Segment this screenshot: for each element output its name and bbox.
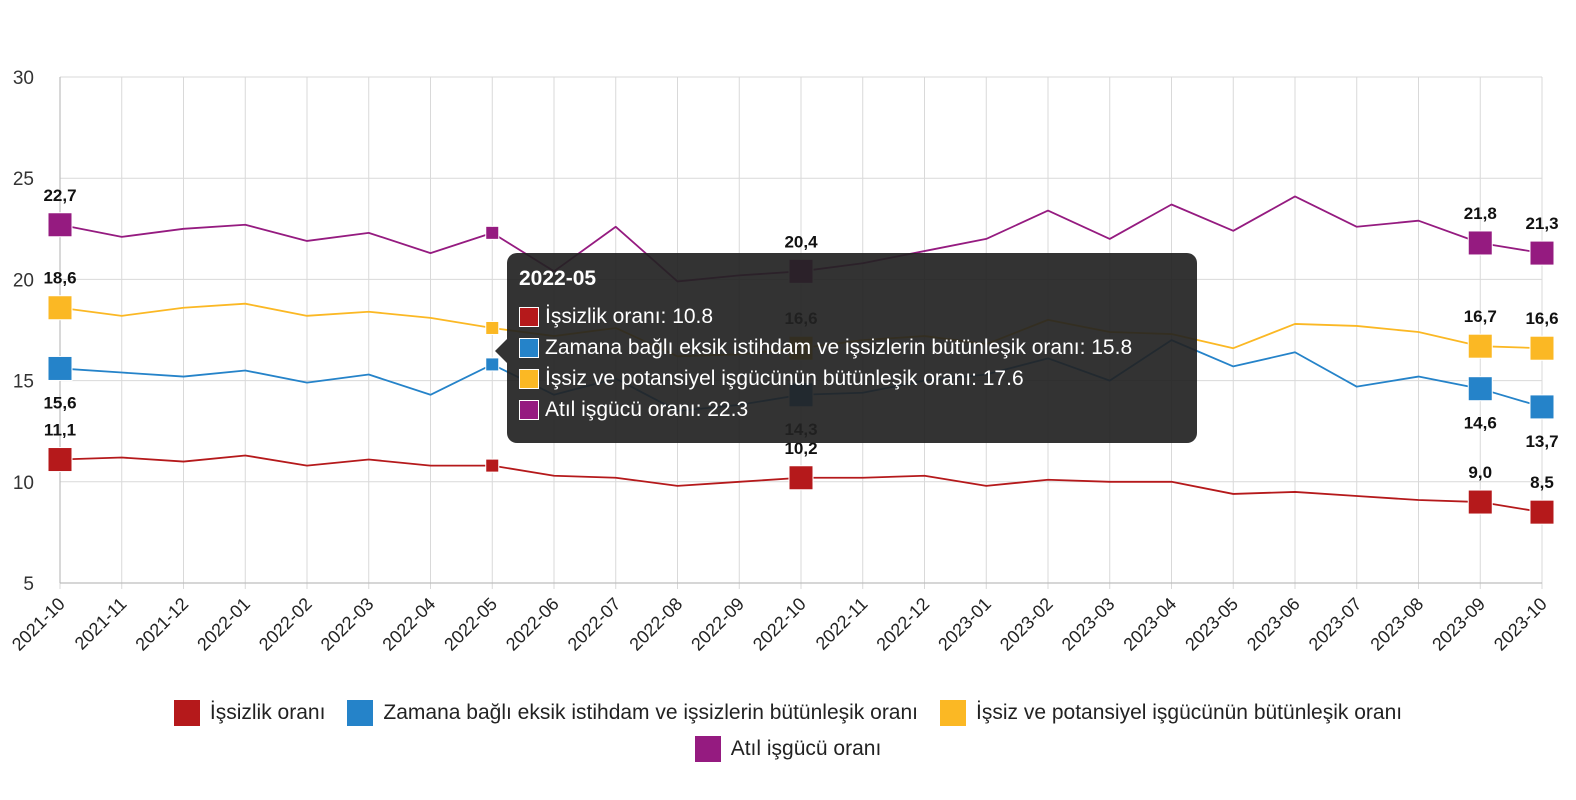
chart-legend: İşsizlik oranı Zamana bağlı eksik istihd… — [0, 700, 1576, 762]
data-point-marker — [1529, 394, 1555, 420]
tooltip-row: Atıl işgücü oranı: 22.3 — [519, 394, 1185, 425]
x-tick-label: 2023-05 — [1181, 594, 1242, 655]
legend-item-issizlik[interactable]: İşsizlik oranı — [173, 700, 326, 726]
legend-label: Zamana bağlı eksik istihdam ve işsizleri… — [383, 701, 918, 724]
x-tick-label: 2023-04 — [1119, 594, 1180, 655]
data-label: 13,7 — [1525, 432, 1558, 451]
tooltip-row: İşsiz ve potansiyel işgücünün bütünleşik… — [519, 363, 1185, 394]
legend-item-zamana-bagli[interactable]: Zamana bağlı eksik istihdam ve işsizleri… — [347, 700, 918, 726]
legend-swatch — [173, 700, 200, 726]
y-tick-label: 10 — [13, 473, 34, 494]
y-tick-label: 20 — [13, 270, 34, 291]
data-point-marker — [1467, 376, 1493, 402]
x-tick-label: 2023-02 — [996, 594, 1057, 655]
x-tick-label: 2022-08 — [625, 594, 686, 655]
y-axis-ticks: 5 10 15 20 25 30 — [13, 68, 34, 595]
tooltip-swatch — [519, 337, 539, 358]
data-point-marker — [1467, 230, 1493, 256]
x-tick-label: 2022-05 — [440, 594, 501, 655]
tooltip-swatch — [519, 399, 539, 420]
legend-label: Atıl işgücü oranı — [730, 737, 882, 760]
hover-point-marker — [485, 225, 500, 240]
data-label: 16,6 — [1525, 309, 1558, 328]
x-tick-label: 2022-10 — [749, 594, 810, 655]
data-label: 8,5 — [1530, 473, 1554, 492]
tooltip-swatch — [519, 368, 539, 389]
tooltip-row-label: İşsiz ve potansiyel işgücünün bütünleşik… — [545, 366, 1024, 390]
legend-swatch — [694, 736, 721, 762]
x-tick-label: 2021-10 — [8, 594, 69, 655]
legend-swatch — [940, 700, 966, 726]
legend-item-atil-isgucu[interactable]: Atıl işgücü oranı — [694, 736, 882, 762]
x-tick-label: 2023-09 — [1428, 594, 1489, 655]
data-label: 21,3 — [1525, 214, 1558, 233]
x-tick-label: 2023-10 — [1490, 594, 1551, 655]
data-label: 11,1 — [44, 421, 76, 440]
data-labels: 11,110,29,08,515,614,314,613,718,616,616… — [43, 186, 1558, 492]
data-point-marker — [47, 295, 73, 321]
x-tick-label: 2022-07 — [564, 594, 625, 655]
tooltip-row-label: İşsizlik oranı: 10.8 — [545, 304, 714, 328]
legend-swatch — [347, 700, 374, 726]
x-tick-label: 2023-06 — [1243, 594, 1304, 655]
hover-point-marker — [485, 320, 500, 335]
x-axis-ticks: 2021-10 2021-11 2021-12 2022-01 2022-02 2022-… — [8, 594, 1551, 655]
x-tick-label: 2022-04 — [378, 594, 439, 655]
tooltip-row: İşsizlik oranı: 10.8 — [519, 301, 1185, 332]
tooltip-row-label: Atıl işgücü oranı: 22.3 — [545, 397, 749, 421]
y-tick-label: 25 — [13, 169, 34, 190]
x-tick-label: 2022-02 — [255, 594, 316, 655]
y-tick-label: 30 — [13, 68, 34, 89]
data-label: 21,8 — [1464, 204, 1497, 223]
data-point-marker — [1529, 335, 1555, 361]
x-tick-label: 2022-03 — [317, 594, 378, 655]
data-point-marker — [47, 355, 73, 381]
x-tick-label: 2022-12 — [872, 594, 933, 655]
data-point-marker — [1529, 240, 1555, 266]
x-tick-label: 2021-12 — [131, 594, 192, 655]
data-label: 15,6 — [43, 393, 76, 412]
data-point-marker — [1467, 489, 1493, 515]
data-point-marker — [47, 447, 73, 473]
tooltip-row-label: Zamana bağlı eksik istihdam ve işsizleri… — [545, 335, 1133, 359]
data-point-marker — [1529, 499, 1555, 525]
data-point-marker — [1467, 333, 1493, 359]
legend-label: İşsizlik oranı — [209, 701, 326, 724]
data-label: 14,6 — [1464, 414, 1497, 433]
x-tick-label: 2022-09 — [687, 594, 748, 655]
hover-tooltip: 2022-05 İşsizlik oranı: 10.8 Zamana bağl… — [495, 253, 1197, 443]
y-tick-label: 15 — [13, 372, 34, 393]
data-label: 9,0 — [1468, 463, 1492, 482]
legend-label: İşsiz ve potansiyel işgücünün bütünleşik… — [976, 701, 1403, 724]
data-label: 10,2 — [784, 439, 817, 458]
tooltip-swatch — [519, 306, 539, 327]
x-tick-label: 2022-01 — [193, 594, 254, 655]
data-label: 16,7 — [1464, 307, 1497, 326]
tooltip-row: Zamana bağlı eksik istihdam ve işsizleri… — [519, 332, 1185, 363]
data-point-marker — [788, 465, 814, 491]
x-tick-label: 2022-06 — [502, 594, 563, 655]
legend-item-issiz-potansiyel[interactable]: İşsiz ve potansiyel işgücünün bütünleşik… — [940, 700, 1402, 726]
x-tick-label: 2023-03 — [1058, 594, 1119, 655]
data-label: 18,6 — [43, 269, 76, 288]
x-tick-label: 2023-07 — [1305, 594, 1366, 655]
hover-point-marker — [485, 458, 500, 473]
x-tick-label: 2021-11 — [71, 594, 131, 654]
tooltip-title: 2022-05 — [519, 267, 597, 290]
data-label: 20,4 — [784, 232, 818, 251]
data-label: 22,7 — [43, 186, 76, 205]
data-point-marker — [47, 212, 73, 238]
x-tick-label: 2023-01 — [934, 594, 995, 655]
x-tick-label: 2022-11 — [812, 594, 872, 654]
x-tick-label: 2023-08 — [1366, 594, 1427, 655]
y-tick-label: 5 — [23, 574, 34, 595]
